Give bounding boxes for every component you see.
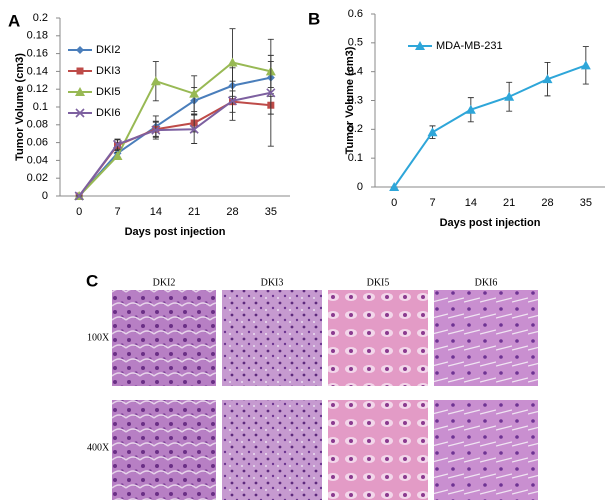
y-tick-label: 0.2: [348, 123, 363, 135]
legend-label: DKI6: [96, 107, 120, 119]
x-tick-label: 0: [391, 197, 397, 209]
marker: [465, 104, 476, 114]
y-tick-label: 0.12: [27, 83, 48, 95]
marker: [75, 108, 85, 118]
y-tick-label: 0.02: [27, 172, 48, 184]
y-tick-label: 0.16: [27, 48, 48, 60]
x-tick-label: 35: [265, 206, 277, 218]
marker: [580, 60, 591, 70]
micrograph: [328, 400, 428, 500]
x-tick-label: 7: [114, 206, 120, 218]
marker: [266, 88, 276, 98]
legend-label: DKI3: [96, 65, 120, 77]
x-tick-label: 28: [226, 206, 238, 218]
panel-label: B: [308, 9, 320, 28]
marker: [112, 139, 123, 149]
marker: [150, 76, 161, 86]
x-axis-title: Days post injection: [125, 226, 226, 238]
marker: [227, 96, 238, 106]
legend-label: MDA-MB-231: [436, 40, 503, 52]
y-tick-label: 0.04: [27, 154, 48, 166]
marker: [189, 124, 199, 134]
y-tick-label: 0.5: [348, 37, 363, 49]
column-label: DKI2: [153, 277, 176, 288]
legend-label: DKI5: [96, 86, 120, 98]
marker: [151, 125, 161, 135]
marker: [542, 74, 553, 84]
y-tick-label: 0: [357, 181, 363, 193]
y-tick-label: 0.4: [348, 66, 363, 78]
x-tick-label: 28: [541, 197, 553, 209]
micrograph: [112, 400, 216, 500]
histology-images: [112, 290, 538, 500]
y-tick-label: 0.1: [348, 152, 363, 164]
micrograph: [328, 290, 428, 386]
x-tick-label: 0: [76, 206, 82, 218]
marker: [227, 57, 238, 67]
marker: [504, 91, 515, 101]
column-label: DKI5: [367, 277, 390, 288]
marker: [76, 67, 84, 75]
panel-label: A: [8, 11, 20, 30]
marker: [76, 46, 84, 54]
y-axis-title: Tumor Volume (cm3): [14, 53, 26, 161]
x-axis-title: Days post injection: [440, 217, 541, 229]
y-axis-title: Tumor Volume (cm3): [344, 46, 356, 154]
y-tick-label: 0.6: [348, 8, 363, 20]
x-tick-label: 21: [188, 206, 200, 218]
x-tick-label: 7: [429, 197, 435, 209]
row-label: 100X: [87, 332, 110, 343]
column-label: DKI6: [475, 277, 498, 288]
column-label: DKI3: [261, 277, 284, 288]
micrograph: [434, 400, 538, 500]
series-line: [78, 91, 272, 197]
series-line: [78, 76, 272, 197]
row-label: 400X: [87, 442, 110, 453]
legend-label: DKI2: [96, 44, 120, 56]
series-line: [78, 61, 272, 197]
y-tick-label: 0.08: [27, 119, 48, 131]
y-tick-label: 0.06: [27, 137, 48, 149]
x-tick-label: 14: [150, 206, 162, 218]
x-tick-label: 35: [580, 197, 592, 209]
y-tick-label: 0.1: [33, 101, 48, 113]
marker: [427, 127, 438, 137]
marker: [74, 191, 84, 201]
marker: [389, 182, 400, 191]
panel-label: C: [86, 271, 98, 290]
marker: [112, 150, 123, 160]
marker: [75, 87, 85, 96]
micrograph: [112, 290, 216, 386]
y-tick-label: 0.2: [33, 12, 48, 24]
series-line: [393, 64, 587, 188]
micrograph: [434, 290, 538, 386]
x-tick-label: 14: [465, 197, 477, 209]
y-tick-label: 0.18: [27, 30, 48, 42]
marker: [415, 41, 425, 50]
y-tick-label: 0: [42, 190, 48, 202]
y-tick-label: 0.3: [348, 94, 363, 106]
micrograph: [222, 290, 322, 386]
y-tick-label: 0.14: [27, 65, 48, 77]
marker: [189, 88, 200, 98]
x-tick-label: 21: [503, 197, 515, 209]
micrograph: [222, 400, 322, 500]
